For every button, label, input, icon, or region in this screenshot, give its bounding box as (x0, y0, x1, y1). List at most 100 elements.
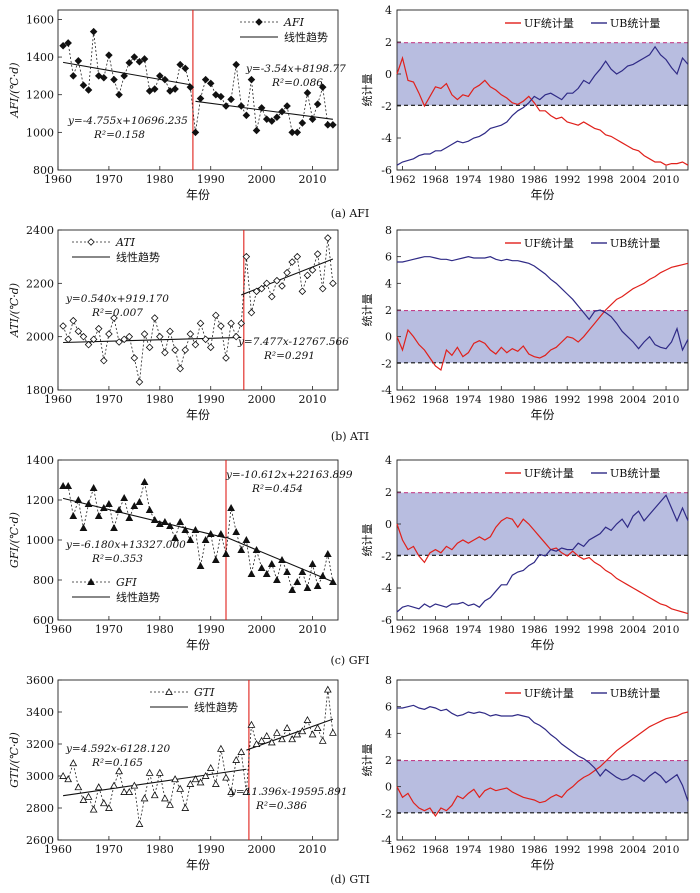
y-tick-label: 2400 (26, 224, 54, 237)
confidence-band (397, 42, 688, 106)
data-point (145, 343, 154, 352)
data-point (267, 738, 276, 746)
y-tick-label: 3000 (26, 770, 54, 783)
panel-caption: (a) AFI (331, 207, 370, 220)
legend-trend-label: 线性趋势 (284, 30, 328, 44)
data-point (201, 535, 210, 543)
legend-series-marker (87, 238, 95, 246)
equation-2: y=7.477x-12767.566 (237, 336, 349, 348)
data-point (84, 792, 93, 800)
data-point (171, 85, 179, 93)
data-point (288, 128, 296, 137)
data-point (212, 311, 220, 320)
data-point (150, 85, 159, 93)
data-point (278, 282, 286, 290)
data-point (166, 521, 174, 529)
data-point (69, 316, 78, 325)
data-point (69, 511, 78, 519)
data-point (211, 555, 220, 563)
data-point (120, 493, 129, 501)
data-point (273, 276, 281, 285)
x-tick-label: 1980 (146, 843, 174, 856)
data-point (79, 332, 88, 341)
data-point (155, 519, 164, 527)
data-point (313, 250, 322, 258)
equation-1: y=-6.180x+13327.000 (65, 539, 186, 551)
y-tick-label: 0 (385, 781, 392, 794)
data-point (217, 322, 225, 330)
x-tick-label: 1974 (455, 174, 482, 186)
data-point (166, 327, 174, 336)
legend-ub-label: UB统计量 (610, 17, 660, 30)
data-point (100, 73, 108, 82)
data-point (161, 75, 169, 84)
legend-ub-label: UB统计量 (610, 237, 660, 250)
y-axis-label: ATI/(℃·d) (8, 283, 21, 338)
data-point (130, 501, 139, 509)
y-tick-label: 4 (385, 4, 392, 17)
x-tick-label: 2010 (653, 624, 680, 636)
panel-c-left: 600 800 1000 1200 1400 1960 1970 1980 1990 2000 20… (8, 454, 353, 652)
y-tick-label: 0 (385, 68, 392, 81)
r-squared-2: R²=0.386 (255, 800, 307, 812)
data-point (278, 555, 286, 563)
y-tick-label: 1800 (26, 384, 54, 397)
panel-c-right: -6 -4 -2 0 2 4 1962 1968 1974 1980 1986 1992 1998 200… (361, 454, 689, 652)
panel-d-right: -4 -2 0 2 4 6 8 1962 1968 1974 1980 1986 1992 1998 200… (361, 674, 689, 872)
data-point (257, 104, 266, 112)
x-axis-label: 年份 (530, 408, 554, 422)
data-point (161, 348, 169, 357)
y-tick-label: -6 (381, 164, 392, 177)
data-point (308, 559, 317, 567)
data-point (191, 525, 200, 533)
data-point (324, 121, 332, 129)
equation-2: y=-10.612x+22163.899 (225, 469, 353, 481)
data-point (120, 72, 128, 80)
data-point (227, 319, 235, 328)
y-axis-label: AFI/(℃·d) (8, 62, 21, 118)
data-point (64, 775, 73, 783)
data-point (237, 545, 246, 553)
x-tick-label: 1968 (422, 844, 449, 856)
x-tick-label: 1962 (389, 624, 416, 636)
data-point (196, 94, 205, 103)
data-point (176, 60, 184, 69)
data-point (74, 783, 83, 791)
data-point (262, 569, 271, 577)
x-tick-label: 1980 (146, 173, 174, 186)
x-tick-label: 1968 (422, 394, 449, 406)
data-point (186, 83, 195, 91)
data-point (212, 90, 220, 99)
data-point (69, 759, 78, 767)
data-point (59, 322, 67, 330)
x-tick-label: 1992 (554, 394, 581, 406)
data-point (252, 545, 261, 553)
x-axis-label: 年份 (186, 858, 210, 872)
y-tick-label: 800 (33, 574, 54, 587)
r-squared-1: R²=0.007 (91, 307, 143, 319)
data-point (227, 787, 235, 795)
data-point (257, 563, 266, 571)
data-point (94, 511, 103, 519)
data-point (145, 505, 154, 513)
data-point (268, 292, 276, 301)
x-tick-label: 1986 (521, 844, 548, 856)
data-point (288, 258, 296, 266)
data-point (298, 727, 307, 735)
x-tick-label: 2010 (299, 843, 327, 856)
x-tick-label: 1998 (587, 844, 614, 856)
y-tick-label: -2 (381, 550, 392, 563)
data-point (252, 287, 261, 296)
y-tick-label: -4 (381, 384, 392, 397)
data-point (313, 100, 322, 108)
data-point (191, 340, 200, 349)
data-point (181, 525, 190, 533)
r-squared-2: R²=0.454 (251, 483, 303, 495)
legend-ub-label: UB统计量 (610, 687, 660, 700)
y-tick-label: 4 (385, 454, 392, 467)
data-point (247, 75, 256, 84)
ub-series-line (396, 494, 689, 613)
data-point (181, 64, 190, 73)
data-point (140, 330, 149, 338)
